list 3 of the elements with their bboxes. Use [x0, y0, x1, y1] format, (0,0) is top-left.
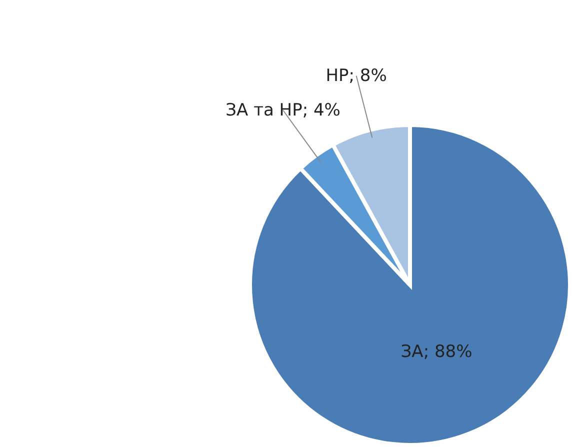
- slice-label: ЗА та НР; 4%: [226, 100, 340, 120]
- slice-label: ЗА; 88%: [400, 342, 472, 362]
- slice-label: НР; 8%: [326, 66, 387, 86]
